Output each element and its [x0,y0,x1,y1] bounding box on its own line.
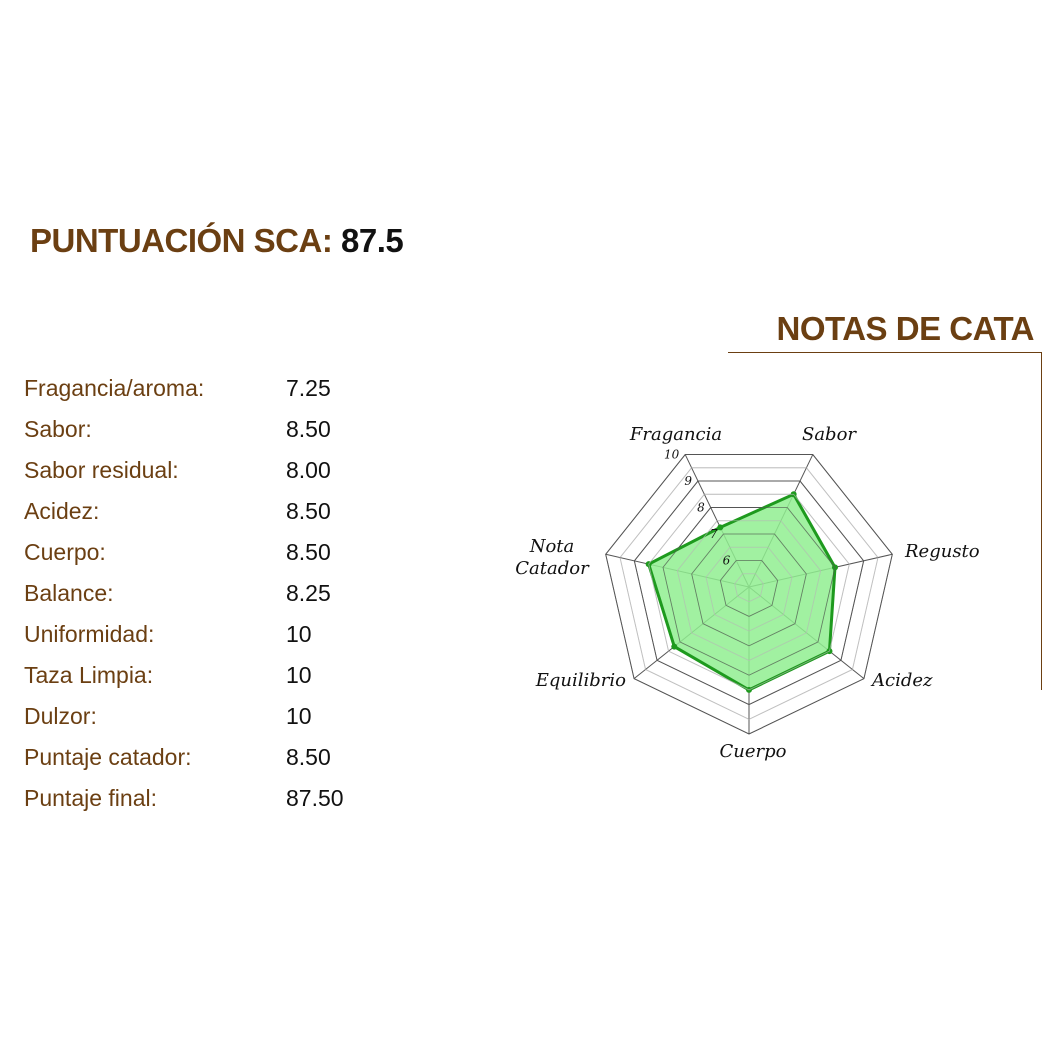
score-label: Sabor residual: [24,457,179,483]
axis-label: Catador [515,558,590,579]
title-label: PUNTUACIÓN SCA: [30,222,333,259]
notas-title: NOTAS DE CATA [776,310,1035,347]
page-title: PUNTUACIÓN SCA: 87.5 [30,222,404,260]
axis-label: Equilibrio [535,670,626,691]
grid-ring-overlay [633,480,865,706]
tick-label: 8 [697,501,705,515]
score-value: 8.50 [286,539,331,565]
grid-ring-overlay [605,454,893,735]
score-label: Fragancia/aroma: [24,375,205,401]
score-row: Dulzor: 10 [24,696,344,737]
grid-ring-overlay [719,560,779,617]
score-row: Sabor: 8.50 [24,409,344,450]
grid-ring-overlay [619,467,879,720]
score-value: 10 [286,703,312,729]
axis-label: Regusto [904,541,980,562]
score-label: Balance: [24,580,114,606]
score-label: Acidez: [24,498,100,524]
score-value: 8.00 [286,457,331,483]
score-value: 8.25 [286,580,331,606]
score-label: Cuerpo: [24,539,106,565]
score-label: Dulzor: [24,703,97,729]
score-row: Uniformidad: 10 [24,614,344,655]
score-value: 8.50 [286,744,331,770]
score-value: 8.50 [286,498,331,524]
score-value: 87.50 [286,785,344,811]
score-list: Fragancia/aroma: 7.25 Sabor: 8.50 Sabor resi… [24,368,344,819]
score-value: 10 [286,621,312,647]
score-row: Cuerpo: 8.50 [24,532,344,573]
score-value: 8.50 [286,416,331,442]
score-row: Balance: 8.25 [24,573,344,614]
grid-ring-overlay [648,493,850,691]
grid-ring-overlay [691,533,807,647]
score-row: Sabor residual: 8.00 [24,450,344,491]
grid-ring-overlay [705,546,793,632]
data-point [671,643,678,650]
frame-line-right [1041,352,1042,690]
score-row: Fragancia/aroma: 7.25 [24,368,344,409]
data-point [717,524,724,531]
score-label: Taza Limpia: [24,662,154,688]
axis-label: Fragancia [629,424,722,445]
axis-label: Nota [529,536,575,557]
score-label: Puntaje catador: [24,744,192,770]
tick-label: 10 [664,448,680,462]
score-label: Uniformidad: [24,621,155,647]
tick-label: 9 [684,474,692,488]
axis-label: Sabor [802,424,857,445]
score-row: Puntaje catador: 8.50 [24,737,344,778]
tick-label: 6 [723,554,731,568]
grid-ring-overlay [662,507,836,676]
score-value: 10 [286,662,312,688]
grid-ring-overlay [734,573,764,603]
data-area [646,492,837,692]
score-row: Taza Limpia: 10 [24,655,344,696]
sca-score: 87.5 [341,222,404,259]
score-value: 7.25 [286,375,331,401]
axis-label: Cuerpo [720,741,787,762]
frame-line-top [728,352,1041,353]
score-row: Puntaje final: 87.50 [24,778,344,819]
score-row: Acidez: 8.50 [24,491,344,532]
grid-ring-overlay [676,520,822,661]
score-label: Puntaje final: [24,785,157,811]
axis-label: Acidez [870,670,933,691]
tick-label: 7 [710,527,718,541]
score-label: Sabor: [24,416,92,442]
